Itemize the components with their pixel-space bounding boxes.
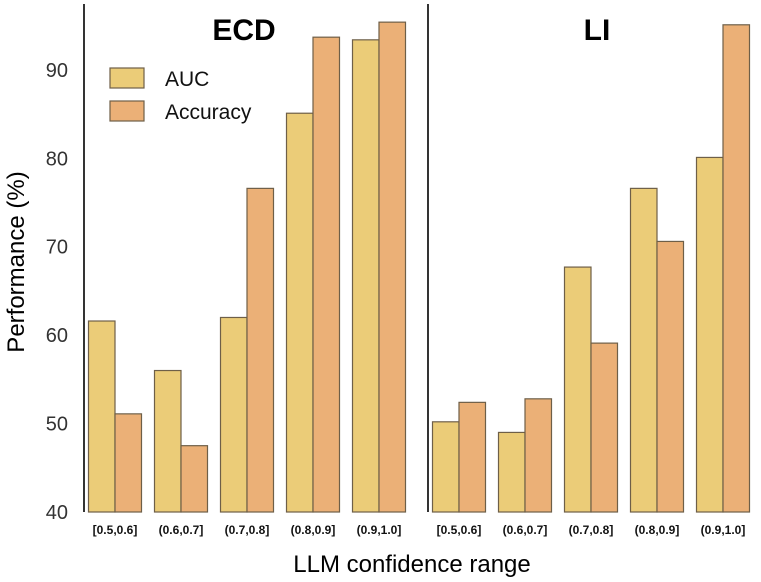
- legend-swatch-auc: [109, 67, 145, 89]
- axes-layer: [83, 4, 429, 512]
- bar-li-accuracy-0-6-0-7: [524, 398, 553, 513]
- bar-ecd-accuracy-0-6-0-7: [180, 445, 209, 513]
- x-tick-label: (0.6,0.7]: [159, 523, 204, 537]
- bar-li-auc-0-9-1-0: [695, 156, 724, 513]
- legend-label-accuracy: Accuracy: [165, 101, 252, 124]
- bar-li-accuracy-0-9-1-0: [722, 24, 751, 513]
- bar-ecd-accuracy-0-9-1-0: [378, 21, 407, 513]
- panel-title-ecd: ECD: [212, 14, 275, 47]
- bar-li-auc-0-6-0-7: [497, 431, 526, 513]
- bar-ecd-auc-0-7-0-8: [219, 316, 248, 513]
- bar-li-auc-0-7-0-8: [563, 266, 592, 513]
- x-tick-label: (0.9,1.0]: [701, 523, 746, 537]
- labels-layer: 40 50 60 70 80 90 [0.5,0.6] (0.6,0.7] (0.7,0.8] (…: [46, 60, 746, 537]
- y-tick-label: 40: [46, 502, 68, 524]
- x-axis-title: LLM confidence range: [293, 551, 531, 578]
- bar-ecd-auc-0-5-0-6: [87, 320, 116, 513]
- legend: AUC Accuracy: [109, 67, 252, 124]
- bar-li-accuracy-0-5-0-6: [458, 401, 487, 513]
- y-tick-label: 80: [46, 148, 68, 170]
- x-tick-label: (0.6,0.7]: [503, 523, 548, 537]
- bar-ecd-accuracy-0-8-0-9: [312, 36, 341, 513]
- y-tick-label: 60: [46, 325, 68, 347]
- bar-ecd-accuracy-0-5-0-6: [114, 413, 143, 513]
- x-tick-label: (0.8,0.9]: [291, 523, 336, 537]
- legend-label-auc: AUC: [165, 68, 209, 91]
- bar-ecd-auc-0-6-0-7: [153, 369, 182, 513]
- bar-ecd-accuracy-0-7-0-8: [246, 187, 275, 513]
- bar-li-auc-0-5-0-6: [431, 421, 460, 513]
- y-tick-label: 70: [46, 237, 68, 259]
- y-tick-label: 90: [46, 60, 68, 82]
- x-tick-label: (0.9,1.0]: [357, 523, 402, 537]
- x-tick-label: (0.7,0.8]: [569, 523, 614, 537]
- y-tick-label: 50: [46, 414, 68, 436]
- bar-ecd-auc-0-8-0-9: [285, 112, 314, 513]
- panel-title-li: LI: [584, 14, 611, 47]
- bars-layer: [87, 21, 751, 513]
- x-tick-label: (0.7,0.8]: [225, 523, 270, 537]
- legend-swatch-accuracy: [109, 100, 145, 122]
- bar-li-auc-0-8-0-9: [629, 187, 658, 513]
- bar-li-accuracy-0-8-0-9: [656, 240, 685, 513]
- x-tick-label: [0.5,0.6]: [93, 523, 138, 537]
- x-tick-label: (0.8,0.9]: [635, 523, 680, 537]
- x-tick-label: [0.5,0.6]: [437, 523, 482, 537]
- y-axis-title: Performance (%): [3, 171, 30, 352]
- bar-li-accuracy-0-7-0-8: [590, 342, 619, 513]
- bar-ecd-auc-0-9-1-0: [351, 39, 380, 513]
